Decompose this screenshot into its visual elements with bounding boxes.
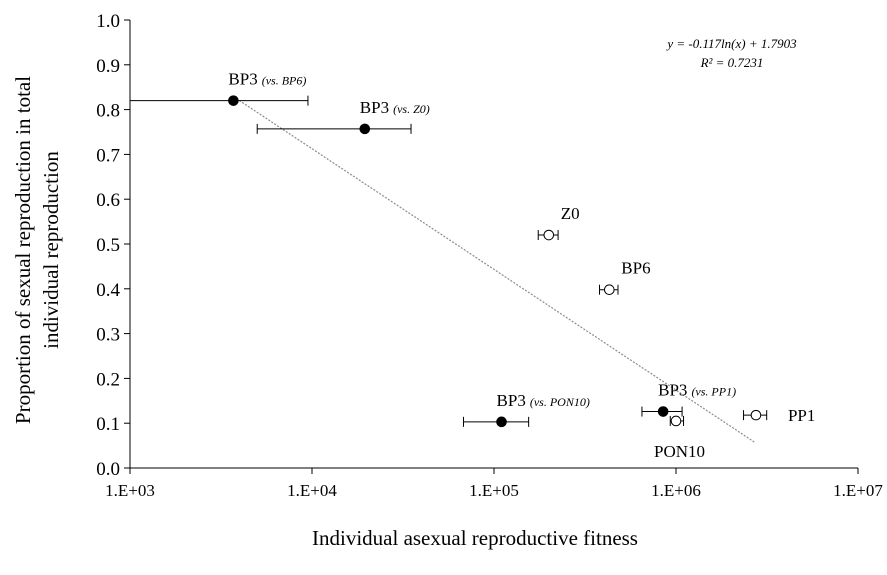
point-label-main: BP3 xyxy=(228,70,257,89)
x-tick-label: 1.E+07 xyxy=(833,481,883,500)
point-pp1 xyxy=(750,409,762,421)
y-axis-title: Proportion of sexual reproduction in tot… xyxy=(11,76,63,424)
y-tick-label: 0.2 xyxy=(96,369,120,390)
y-tick-label: 0.1 xyxy=(96,414,120,435)
trendline xyxy=(233,96,755,443)
point-bp3-vs-pon10 xyxy=(496,416,507,428)
point-label-main: BP3 xyxy=(360,98,389,117)
x-tick-label: 1.E+03 xyxy=(105,481,155,500)
y-tick-label: 0.5 xyxy=(96,235,120,256)
y-tick-label: 0.9 xyxy=(96,56,120,77)
y-axis-title-line-1: Proportion of sexual reproduction in tot… xyxy=(11,76,35,424)
r-squared-value: R² = 0.7231 xyxy=(700,55,764,70)
y-tick-label: 0.0 xyxy=(96,459,120,480)
point-bp3-vs-z0 xyxy=(359,123,371,135)
point-label-main: BP3 xyxy=(658,381,687,400)
point-label-bp3-vs-z0: BP3 (vs. Z0) xyxy=(360,98,430,117)
point-bp3-vs-bp6 xyxy=(228,95,239,106)
point-bp6 xyxy=(603,284,615,295)
point-label-bp3-vs-pon10: BP3 (vs. PON10) xyxy=(497,391,590,410)
y-tick-label: 0.7 xyxy=(96,145,120,166)
axes: 0.0 0.1 0.2 0.3 0.4 0.5 0.6 0.7 0.8 0.9 1.0 1.E+03 1… xyxy=(96,11,883,500)
point-label-bp3-vs-pp1: BP3 (vs. PP1) xyxy=(658,381,736,400)
point-label-z0: Z0 xyxy=(561,204,580,223)
trendline-group xyxy=(233,96,755,443)
point-label-note: (vs. Z0) xyxy=(393,102,430,116)
y-tick-label: 0.8 xyxy=(96,101,120,122)
y-tick-label: 1.0 xyxy=(96,11,120,32)
point-pon10 xyxy=(670,415,682,427)
y-tick-label: 0.4 xyxy=(96,280,120,301)
point-label-pp1: PP1 xyxy=(788,406,815,425)
trendline-equation: y = -0.117ln(x) + 1.7903 xyxy=(665,36,797,51)
y-tick-label: 0.3 xyxy=(96,325,120,346)
point-label-note: (vs. PP1) xyxy=(691,385,736,399)
point-label-main: BP3 xyxy=(497,391,526,410)
point-label-bp6: BP6 xyxy=(621,259,650,278)
point-label-note: (vs. PON10) xyxy=(530,395,590,409)
x-tick-label: 1.E+05 xyxy=(469,481,519,500)
point-label-note: (vs. BP6) xyxy=(262,74,307,88)
point-label-pon10: PON10 xyxy=(654,442,705,461)
point-z0 xyxy=(543,229,555,241)
y-axis-title-line-2: individual reproduction xyxy=(39,151,63,349)
point-bp3-vs-pp1 xyxy=(657,406,669,417)
x-tick-label: 1.E+06 xyxy=(651,481,701,500)
error-bars xyxy=(130,95,768,427)
data-points xyxy=(228,95,762,428)
x-axis-title: Individual asexual reproductive fitness xyxy=(312,526,638,550)
y-tick-label: 0.6 xyxy=(96,190,120,211)
x-tick-label: 1.E+04 xyxy=(287,481,337,500)
equation-annotation: y = -0.117ln(x) + 1.7903 R² = 0.7231 xyxy=(665,36,797,70)
point-labels: BP3 (vs. BP6)BP3 (vs. Z0)BP3 (vs. PON10)BP3… xyxy=(228,70,815,461)
point-label-bp3-vs-bp6: BP3 (vs. BP6) xyxy=(228,70,306,89)
